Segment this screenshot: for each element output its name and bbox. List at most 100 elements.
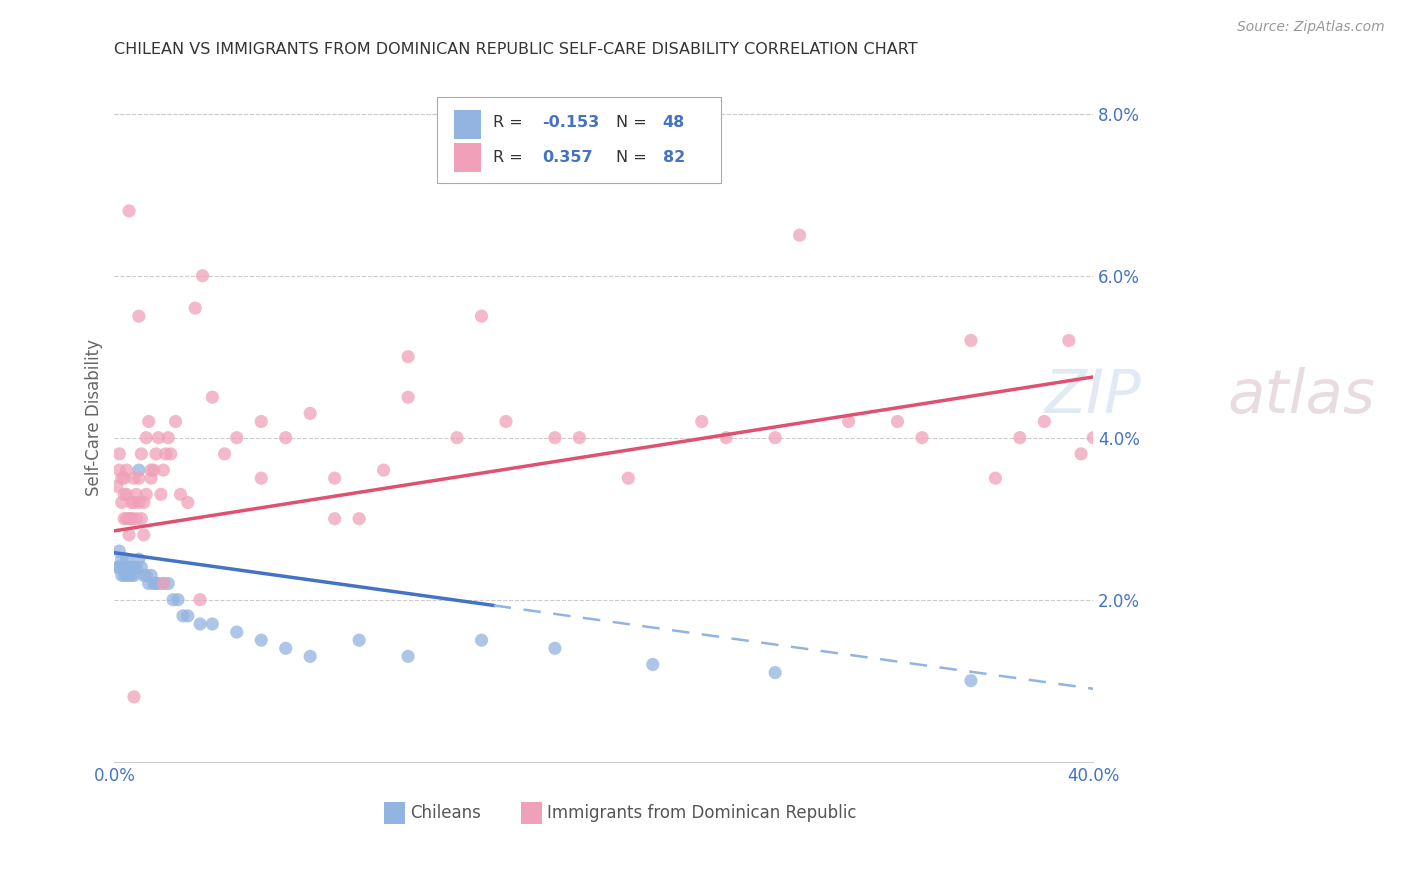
Point bbox=[886, 415, 908, 429]
Point bbox=[960, 334, 983, 348]
Point bbox=[1033, 415, 1056, 429]
Point bbox=[145, 576, 167, 591]
Point bbox=[716, 431, 738, 445]
Text: Chileans: Chileans bbox=[411, 804, 481, 822]
Point bbox=[121, 560, 143, 574]
Point bbox=[396, 350, 419, 364]
Point bbox=[323, 471, 346, 485]
Point bbox=[118, 528, 141, 542]
Text: R =: R = bbox=[494, 115, 529, 130]
Point bbox=[789, 228, 811, 243]
Text: Immigrants from Dominican Republic: Immigrants from Dominican Republic bbox=[547, 804, 856, 822]
Point bbox=[274, 641, 297, 656]
Point bbox=[121, 511, 143, 525]
Point bbox=[1070, 447, 1092, 461]
Point bbox=[139, 471, 162, 485]
Point bbox=[108, 447, 131, 461]
Point bbox=[108, 560, 131, 574]
Point bbox=[145, 447, 167, 461]
Point bbox=[121, 568, 143, 582]
Text: Source: ZipAtlas.com: Source: ZipAtlas.com bbox=[1237, 20, 1385, 34]
Point bbox=[177, 608, 200, 623]
Point bbox=[347, 633, 370, 648]
Point bbox=[544, 641, 567, 656]
Point bbox=[1083, 431, 1105, 445]
Point bbox=[763, 431, 786, 445]
Point bbox=[544, 431, 567, 445]
Point bbox=[960, 673, 983, 688]
Point bbox=[108, 463, 131, 477]
Point bbox=[125, 560, 148, 574]
Point bbox=[250, 633, 273, 648]
Point bbox=[152, 576, 174, 591]
Point bbox=[131, 560, 153, 574]
Point bbox=[115, 568, 138, 582]
Point bbox=[690, 415, 713, 429]
Point bbox=[131, 447, 153, 461]
Point bbox=[115, 560, 138, 574]
Point bbox=[167, 592, 190, 607]
Text: 48: 48 bbox=[662, 115, 685, 130]
Point bbox=[108, 544, 131, 558]
Point bbox=[225, 625, 247, 640]
Point bbox=[165, 415, 187, 429]
Point bbox=[122, 568, 145, 582]
Point bbox=[172, 608, 194, 623]
Point bbox=[135, 487, 157, 501]
Point bbox=[617, 471, 640, 485]
Point bbox=[122, 560, 145, 574]
Point bbox=[115, 511, 138, 525]
Point bbox=[157, 431, 180, 445]
FancyBboxPatch shape bbox=[454, 110, 481, 138]
Point bbox=[118, 203, 141, 218]
Point bbox=[396, 649, 419, 664]
Point bbox=[121, 511, 143, 525]
Y-axis label: Self-Care Disability: Self-Care Disability bbox=[86, 339, 103, 496]
Point bbox=[373, 463, 395, 477]
Text: N =: N = bbox=[616, 150, 651, 165]
Point bbox=[142, 576, 165, 591]
Point bbox=[111, 568, 134, 582]
Point bbox=[139, 463, 162, 477]
Point bbox=[148, 576, 170, 591]
Point bbox=[131, 511, 153, 525]
Point bbox=[128, 309, 150, 323]
Point bbox=[132, 528, 155, 542]
Point bbox=[250, 471, 273, 485]
Point bbox=[132, 568, 155, 582]
Point bbox=[118, 511, 141, 525]
Point bbox=[347, 511, 370, 525]
Point bbox=[201, 390, 224, 404]
Point bbox=[142, 463, 165, 477]
Point bbox=[323, 511, 346, 525]
Point bbox=[121, 495, 143, 509]
Point bbox=[122, 690, 145, 704]
Point bbox=[446, 431, 468, 445]
Point bbox=[112, 568, 135, 582]
Point bbox=[184, 301, 207, 315]
FancyBboxPatch shape bbox=[454, 143, 481, 171]
Point bbox=[112, 487, 135, 501]
Point bbox=[138, 576, 160, 591]
Point bbox=[225, 431, 247, 445]
Point bbox=[763, 665, 786, 680]
Point bbox=[169, 487, 191, 501]
Point bbox=[299, 406, 322, 420]
FancyBboxPatch shape bbox=[520, 802, 543, 823]
Point bbox=[111, 560, 134, 574]
Point bbox=[115, 552, 138, 566]
Point bbox=[128, 495, 150, 509]
Point bbox=[274, 431, 297, 445]
Point bbox=[495, 415, 517, 429]
Point bbox=[188, 617, 211, 632]
Point bbox=[122, 495, 145, 509]
Text: ZIP: ZIP bbox=[1045, 368, 1142, 426]
Point bbox=[111, 471, 134, 485]
FancyBboxPatch shape bbox=[384, 802, 405, 823]
Point bbox=[115, 487, 138, 501]
Point bbox=[396, 390, 419, 404]
Text: atlas: atlas bbox=[1227, 368, 1375, 426]
Text: 82: 82 bbox=[662, 150, 685, 165]
Point bbox=[250, 415, 273, 429]
Point bbox=[118, 560, 141, 574]
